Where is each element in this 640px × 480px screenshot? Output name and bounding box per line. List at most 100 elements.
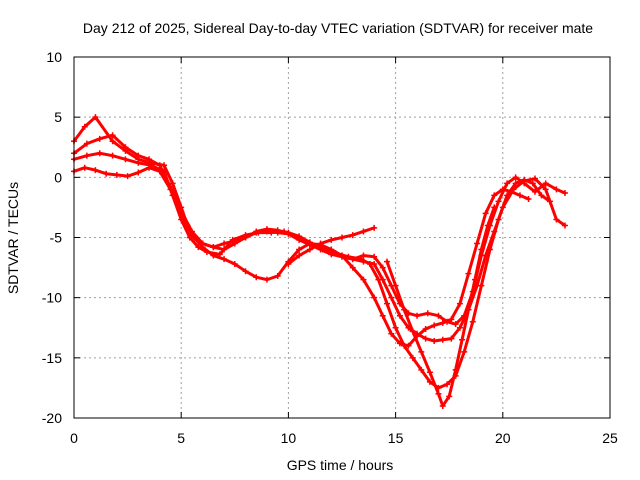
data-point — [465, 306, 472, 313]
data-point — [444, 381, 451, 388]
data-point — [178, 216, 185, 223]
y-tick-label: -15 — [42, 350, 62, 366]
x-tick-label: 25 — [602, 430, 618, 446]
data-point — [360, 228, 367, 235]
data-point — [221, 256, 228, 263]
data-point — [426, 378, 433, 385]
data-point — [169, 192, 176, 199]
data-point — [546, 198, 553, 205]
data-point — [478, 282, 485, 289]
data-point — [388, 330, 395, 337]
data-point — [103, 170, 110, 177]
data-point — [495, 198, 502, 205]
data-point — [195, 244, 202, 251]
data-point — [504, 180, 511, 187]
x-tick-label: 20 — [495, 430, 511, 446]
y-tick-label: -20 — [42, 410, 62, 426]
data-point — [561, 189, 568, 196]
data-point — [161, 168, 168, 175]
data-point — [392, 282, 399, 289]
data-point — [371, 294, 378, 301]
x-axis-label: GPS time / hours — [287, 457, 394, 473]
x-tick-label: 0 — [70, 430, 78, 446]
data-point — [529, 180, 536, 187]
data-point — [409, 354, 416, 361]
y-tick-label: 0 — [54, 169, 62, 185]
data-point — [281, 228, 288, 235]
y-tick-label: -10 — [42, 290, 62, 306]
data-point — [542, 180, 549, 187]
data-point — [92, 167, 99, 174]
data-point — [384, 258, 391, 265]
data-point — [328, 236, 335, 243]
data-point — [456, 300, 463, 307]
data-point — [83, 140, 90, 147]
data-point — [435, 390, 442, 397]
data-point — [109, 138, 116, 145]
data-point — [253, 274, 260, 281]
data-point — [469, 318, 476, 325]
data-point — [156, 162, 163, 169]
data-point — [81, 123, 88, 130]
data-point — [122, 144, 129, 151]
data-point — [229, 236, 236, 243]
grid — [74, 57, 610, 418]
data-point — [83, 152, 90, 159]
data-point — [109, 132, 116, 139]
data-point — [418, 348, 425, 355]
data-point — [135, 159, 142, 166]
data-point — [148, 162, 155, 169]
data-point — [448, 335, 455, 342]
data-point — [203, 248, 210, 255]
data-point — [135, 152, 142, 159]
data-point — [81, 164, 88, 171]
x-tick-label: 15 — [388, 430, 404, 446]
data-point — [474, 240, 481, 247]
x-tick-label: 5 — [177, 430, 185, 446]
data-point — [124, 173, 131, 180]
data-point — [465, 270, 472, 277]
data-point — [525, 195, 532, 202]
data-point — [263, 226, 270, 233]
series-line — [385, 205, 496, 408]
data-point — [446, 393, 453, 400]
data-point — [561, 222, 568, 229]
data-point — [401, 342, 408, 349]
data-point — [231, 240, 238, 247]
data-point — [216, 251, 223, 258]
series-track-f — [285, 224, 378, 267]
data-point — [553, 186, 560, 193]
data-point — [491, 192, 498, 199]
data-point — [169, 180, 176, 187]
y-tick-label: -5 — [50, 230, 63, 246]
data-point — [296, 252, 303, 259]
data-point — [439, 336, 446, 343]
data-point — [516, 192, 523, 199]
data-point — [426, 369, 433, 376]
y-tick-label: 10 — [46, 49, 62, 65]
data-point — [439, 402, 446, 409]
data-point — [452, 321, 459, 328]
data-point — [418, 366, 425, 373]
data-point — [296, 246, 303, 253]
x-tick-label: 10 — [281, 430, 297, 446]
data-point — [478, 246, 485, 253]
data-point — [431, 337, 438, 344]
data-point — [388, 294, 395, 301]
data-point — [491, 204, 498, 211]
data-point — [319, 246, 326, 253]
series-line — [72, 115, 567, 326]
data-point — [186, 234, 193, 241]
data-point — [448, 316, 455, 323]
data-point — [242, 232, 249, 239]
data-point — [379, 312, 386, 319]
data-point — [306, 240, 313, 247]
data-point — [422, 325, 429, 332]
y-axis-label: SDTVAR / TECUs — [5, 182, 21, 294]
data-point — [345, 253, 352, 260]
data-series — [71, 114, 568, 409]
data-point — [371, 224, 378, 231]
data-point — [210, 244, 217, 251]
data-point — [113, 171, 120, 178]
